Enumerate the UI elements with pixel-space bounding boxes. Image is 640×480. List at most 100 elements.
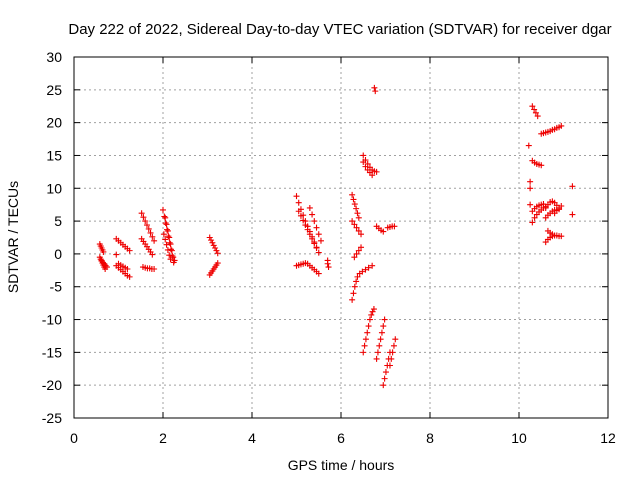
data-point	[355, 247, 362, 254]
data-point	[163, 241, 170, 248]
data-point	[313, 245, 320, 252]
data-point	[373, 168, 380, 175]
y-tick-label: -10	[42, 312, 62, 328]
data-point	[149, 251, 156, 258]
data-point	[360, 152, 367, 159]
data-point	[381, 316, 388, 323]
y-tick-label: -20	[42, 377, 62, 393]
data-point	[142, 218, 149, 225]
data-point	[369, 262, 376, 269]
data-point	[351, 221, 358, 228]
data-point	[124, 266, 131, 273]
data-point	[531, 214, 538, 221]
data-point	[306, 231, 313, 238]
y-tick-label: 20	[46, 115, 62, 131]
data-point	[369, 308, 376, 315]
data-point	[166, 239, 173, 246]
data-point	[138, 210, 145, 217]
data-point	[311, 240, 318, 247]
data-point	[145, 225, 152, 232]
data-point	[164, 226, 171, 233]
data-point	[391, 223, 398, 230]
y-tick-label: 15	[46, 147, 62, 163]
data-point	[558, 233, 565, 240]
data-point	[151, 266, 158, 273]
data-point	[325, 264, 332, 271]
data-point	[209, 239, 216, 246]
axis-ticks	[73, 56, 609, 419]
data-point	[527, 185, 534, 192]
data-point	[355, 227, 362, 234]
data-point	[353, 278, 360, 285]
data-point	[140, 214, 147, 221]
x-tick-label: 10	[511, 430, 527, 446]
data-point	[167, 256, 174, 263]
data-point	[166, 234, 173, 241]
x-tick-label: 0	[70, 430, 78, 446]
data-point	[349, 218, 356, 225]
data-point	[349, 191, 356, 198]
data-point	[534, 113, 541, 120]
data-point	[538, 162, 545, 169]
data-point	[360, 349, 367, 356]
y-tick-labels: -25 -20 -15 -10 -5 0 5 10 15 20 25 30	[42, 49, 62, 426]
data-point	[164, 227, 171, 234]
data-point	[372, 88, 379, 95]
data-point	[143, 222, 150, 229]
data-point	[350, 290, 357, 297]
data-points	[96, 84, 576, 389]
y-tick-label: 10	[46, 180, 62, 196]
data-point	[353, 250, 360, 257]
x-tick-labels: 0 2 4 6 8 10 12	[70, 430, 616, 446]
data-point	[353, 205, 360, 212]
x-tick-label: 12	[600, 430, 616, 446]
data-point	[371, 84, 378, 91]
data-point	[558, 202, 565, 209]
data-point	[309, 211, 316, 218]
data-point	[293, 193, 300, 200]
data-point	[350, 196, 357, 203]
data-point	[362, 336, 369, 343]
data-point	[163, 221, 170, 228]
data-point	[324, 260, 331, 267]
data-point	[349, 296, 356, 303]
data-point	[351, 254, 358, 261]
data-point	[376, 342, 383, 349]
data-point	[167, 241, 174, 248]
data-point	[540, 201, 547, 208]
data-point	[569, 211, 576, 218]
data-point	[388, 355, 395, 362]
data-point	[361, 342, 368, 349]
y-axis-label: SDTVAR / TECUs	[5, 181, 21, 293]
data-point	[386, 362, 393, 369]
data-point	[165, 233, 172, 240]
y-tick-label: 0	[54, 246, 62, 262]
data-point	[381, 375, 388, 382]
data-point	[360, 159, 367, 166]
data-point	[208, 237, 215, 244]
data-point	[315, 231, 322, 238]
x-tick-label: 6	[337, 430, 345, 446]
data-point	[113, 251, 120, 258]
data-point	[373, 355, 380, 362]
data-point	[351, 201, 358, 208]
data-point	[374, 349, 381, 356]
data-point	[569, 183, 576, 190]
data-point	[306, 204, 313, 211]
data-point	[377, 336, 384, 343]
data-point	[100, 248, 107, 255]
data-point	[315, 270, 322, 277]
data-point	[549, 231, 556, 238]
data-point	[171, 257, 178, 264]
data-point	[368, 311, 375, 318]
data-point	[378, 329, 385, 336]
data-point	[297, 212, 304, 219]
data-point	[525, 142, 532, 149]
data-point	[99, 259, 106, 266]
data-point	[309, 235, 316, 242]
data-point	[366, 316, 373, 323]
data-point	[392, 336, 399, 343]
data-point	[358, 231, 365, 238]
data-point	[151, 237, 158, 244]
data-point	[166, 252, 173, 259]
